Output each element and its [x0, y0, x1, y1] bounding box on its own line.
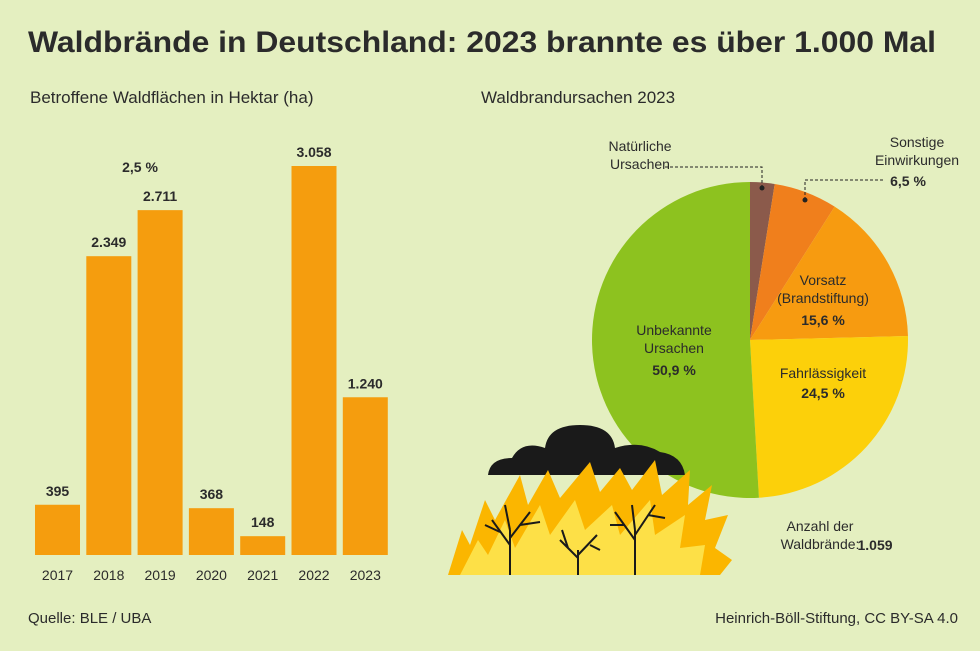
bar	[35, 504, 80, 555]
slice-value: 24,5 %	[801, 385, 845, 401]
pie-slice	[750, 206, 908, 340]
leader-dot	[802, 197, 808, 203]
value-label: 148	[251, 514, 275, 530]
x-tick-label: 2023	[350, 567, 381, 583]
leader-dot	[759, 185, 765, 191]
slice-value: 15,6 %	[801, 312, 845, 328]
pie-slice	[750, 183, 835, 340]
bar	[342, 397, 388, 555]
slice-name: Natürliche Ursachen	[608, 138, 672, 172]
slice-value: 50,9 %	[652, 362, 696, 378]
value-label: 395	[46, 483, 70, 499]
value-label: 3.058	[296, 144, 331, 160]
x-tick-label: 2019	[145, 567, 176, 583]
annotation: Anzahl der Waldbrände:	[780, 518, 860, 552]
bar	[188, 508, 234, 555]
bar	[86, 256, 132, 555]
value-label: 368	[200, 486, 224, 502]
pie-slice	[592, 182, 759, 498]
leader-line	[665, 166, 763, 188]
slice-value: 2,5 %	[122, 159, 158, 175]
slice-name: Unbekannte Ursachen	[636, 322, 712, 356]
bar-title: Betroffene Waldflächen in Hektar (ha)	[30, 88, 313, 107]
page-title: Waldbrände in Deutschland: 2023 brannte …	[28, 26, 936, 59]
bar	[240, 536, 286, 555]
x-tick-label: 2020	[196, 567, 227, 583]
credit: Heinrich-Böll-Stiftung, CC BY-SA 4.0	[715, 610, 958, 627]
slice-value: 6,5 %	[890, 173, 926, 189]
annotation-value: 1.059	[857, 537, 893, 553]
pie-slice	[750, 182, 775, 340]
x-tick-label: 2022	[298, 567, 329, 583]
pie-title: Waldbrandursachen 2023	[481, 88, 675, 107]
bar	[291, 166, 337, 555]
value-label: 1.240	[348, 375, 383, 391]
fire-illustration	[448, 425, 732, 575]
slice-name: Fahrlässigkeit	[779, 365, 867, 381]
value-label: 2.349	[91, 234, 126, 250]
x-tick-label: 2018	[93, 567, 124, 583]
source: Quelle: BLE / UBA	[28, 610, 151, 627]
pie-slice	[750, 336, 908, 498]
slice-name: Vorsatz (Brandstiftung)	[777, 272, 869, 306]
value-label: 2.711	[143, 188, 177, 204]
x-tick-label: 2021	[247, 567, 278, 583]
slice-name: Sonstige Einwirkungen	[874, 134, 960, 168]
x-tick-label: 2017	[42, 567, 73, 583]
leader-line	[804, 179, 885, 200]
bar	[137, 210, 183, 556]
